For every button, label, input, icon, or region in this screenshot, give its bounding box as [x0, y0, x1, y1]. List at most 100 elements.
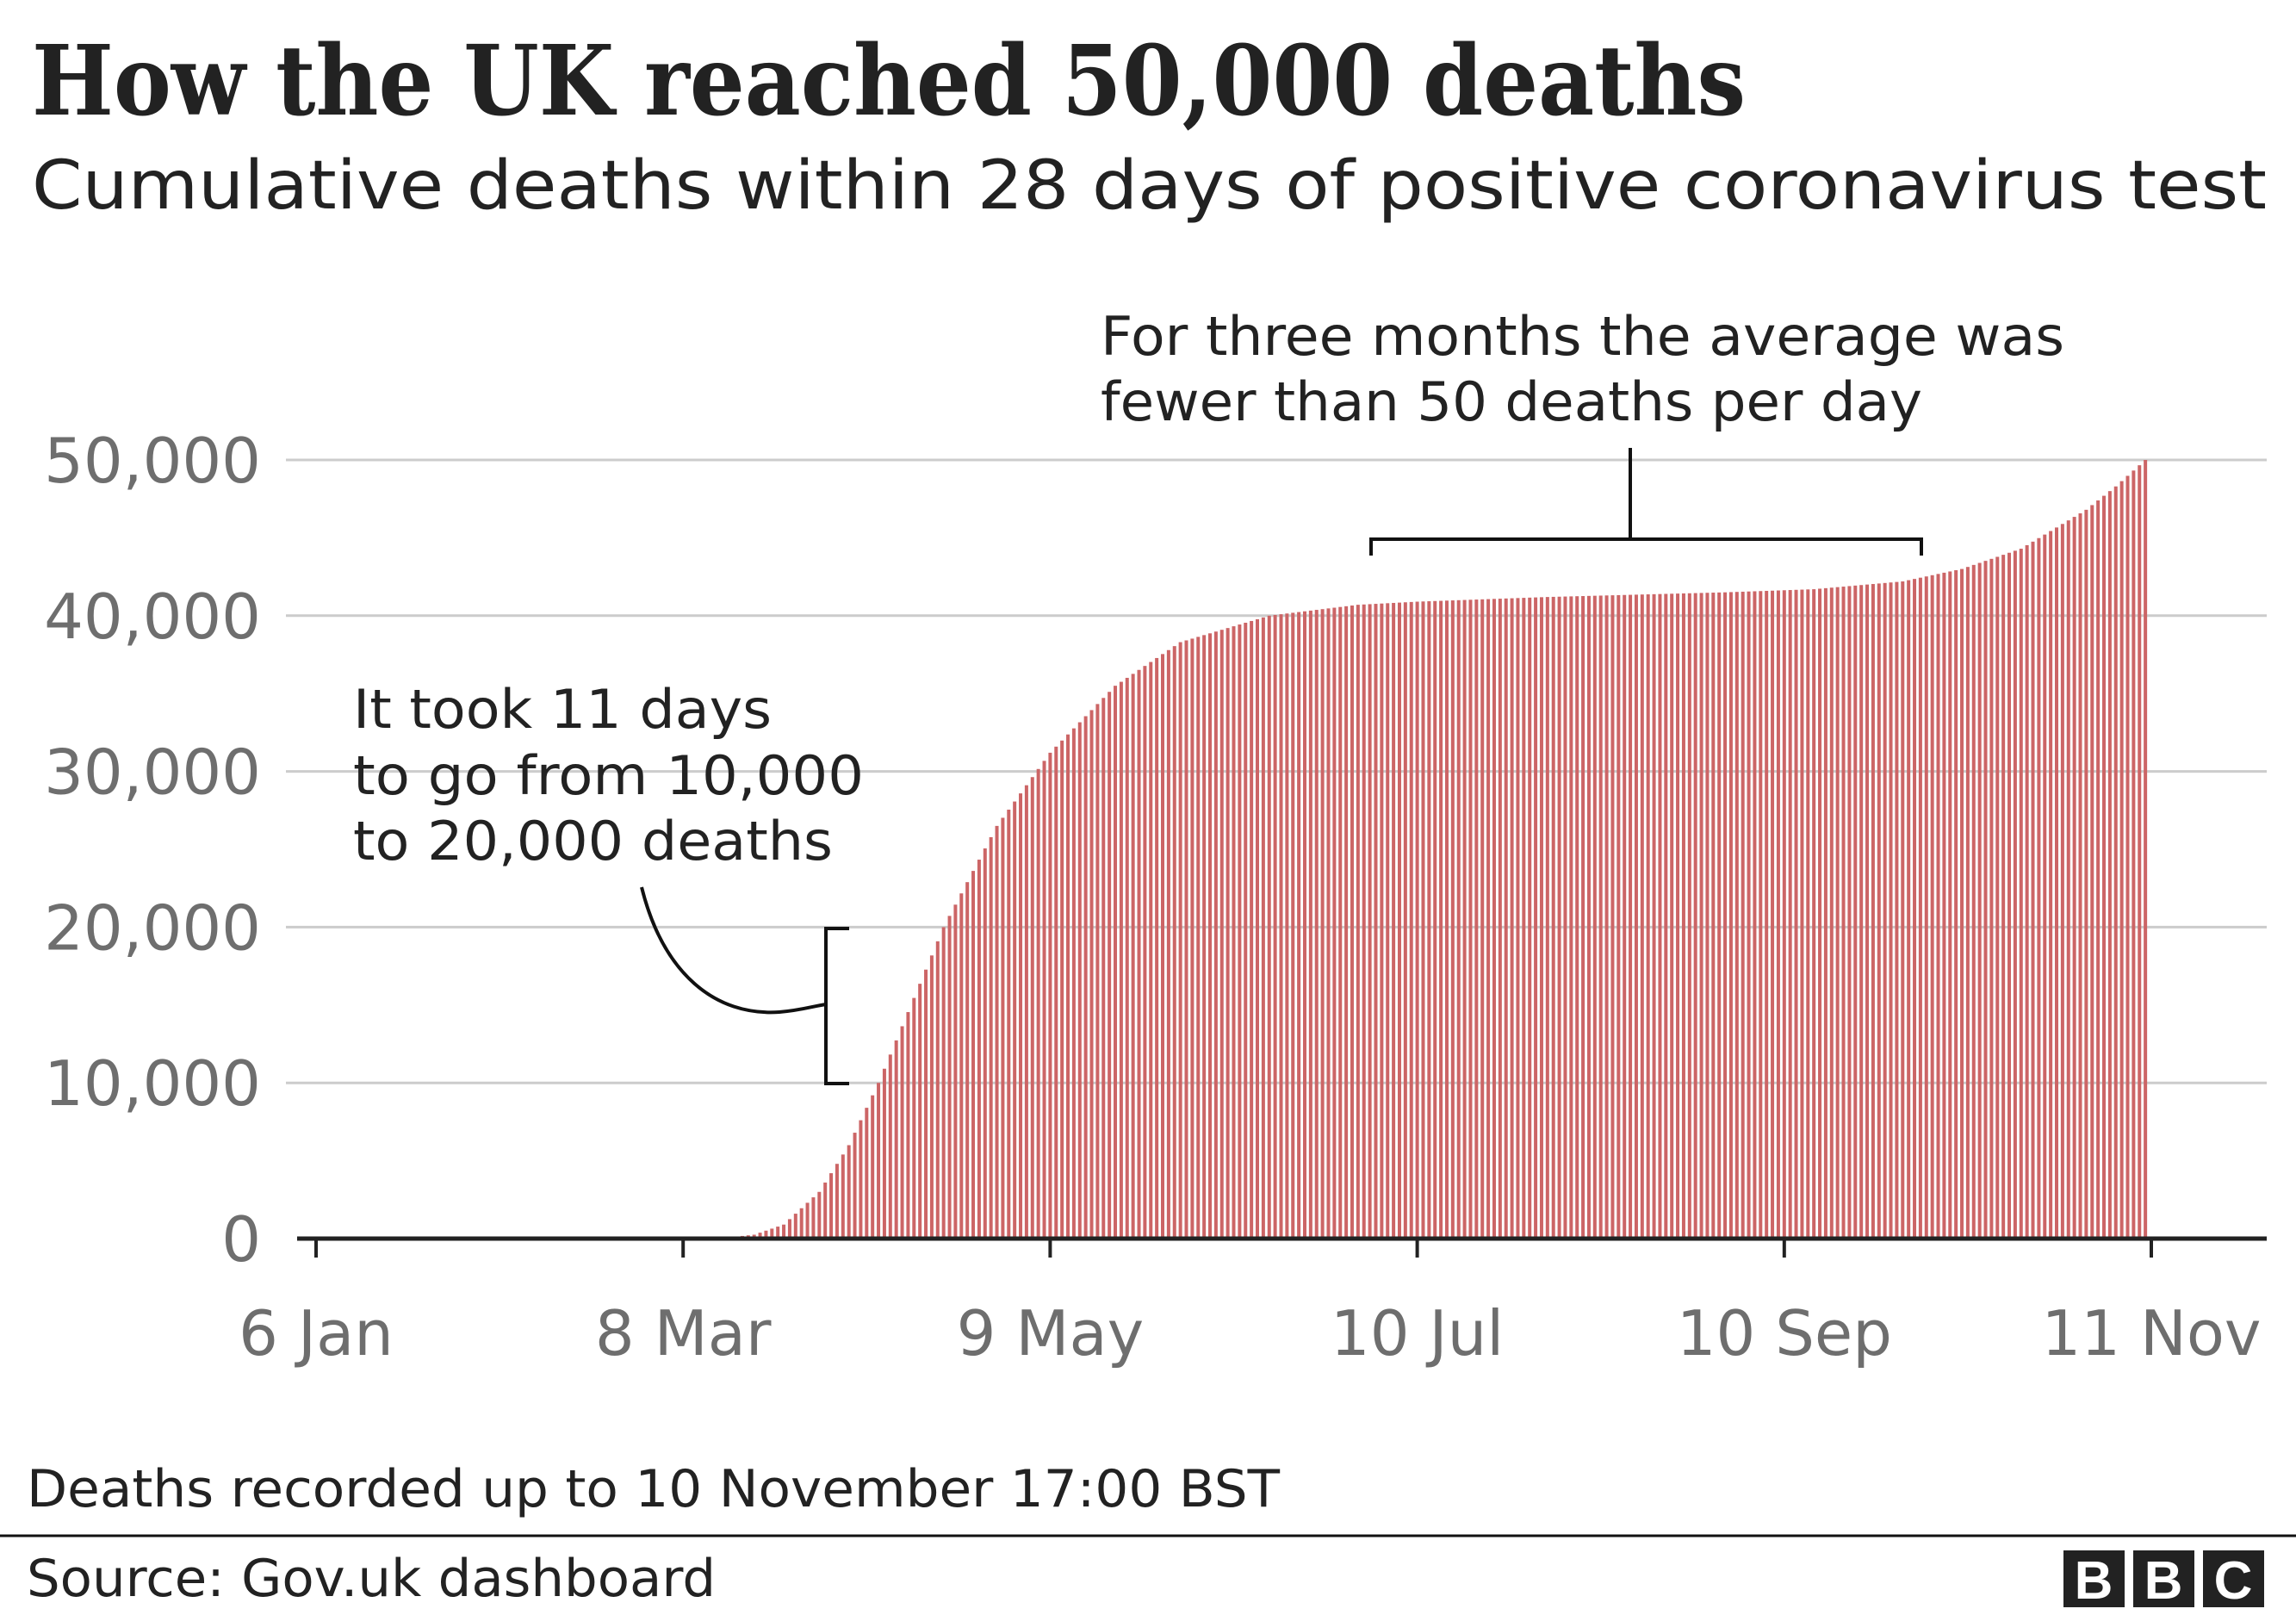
footnote: Deaths recorded up to 10 November 17:00 … — [27, 1459, 1280, 1519]
bar — [1048, 752, 1052, 1239]
bar — [1693, 593, 1697, 1239]
bar — [865, 1108, 869, 1239]
bar — [1155, 657, 1159, 1239]
bar — [1983, 561, 1988, 1239]
bar — [1297, 612, 1301, 1239]
bar — [1723, 592, 1728, 1239]
bar — [2144, 460, 2148, 1239]
bar — [817, 1191, 822, 1239]
bar — [1794, 589, 1798, 1239]
bar — [1977, 562, 1982, 1239]
bar — [1439, 600, 1443, 1239]
bar — [2119, 481, 2124, 1239]
bar — [847, 1145, 851, 1239]
bar — [1676, 593, 1680, 1239]
bar — [1563, 596, 1567, 1239]
bar — [1918, 577, 1922, 1239]
bar — [811, 1197, 816, 1239]
bar — [1806, 589, 1810, 1239]
bar — [1829, 587, 1834, 1239]
bar — [1125, 677, 1129, 1239]
bar — [1753, 591, 1757, 1239]
bar — [1332, 607, 1337, 1239]
bar — [1664, 593, 1668, 1239]
bar — [1889, 582, 1893, 1239]
bar — [829, 1173, 834, 1239]
bar — [1604, 595, 1609, 1239]
bracket-eleven-days — [824, 927, 849, 1085]
bar — [2113, 486, 2118, 1239]
bar — [1687, 593, 1691, 1239]
bar — [1818, 588, 1822, 1239]
bar — [2072, 517, 2076, 1239]
bar — [2055, 527, 2059, 1239]
bar — [1634, 594, 1638, 1239]
bar — [2078, 512, 2082, 1239]
bar — [1646, 594, 1650, 1239]
bar — [1747, 591, 1751, 1239]
bar — [1244, 622, 1248, 1239]
bar — [1232, 626, 1236, 1239]
bar — [2037, 537, 2041, 1239]
bar — [1392, 602, 1396, 1239]
bar — [1788, 590, 1792, 1239]
bar — [770, 1228, 774, 1239]
bar — [1273, 614, 1277, 1239]
bar — [1320, 609, 1325, 1239]
bar — [787, 1219, 791, 1239]
bar — [1617, 594, 1621, 1239]
bar — [1658, 593, 1662, 1239]
bar — [882, 1068, 886, 1239]
annotation-line: to go from 10,000 — [353, 744, 864, 807]
bar — [1083, 716, 1088, 1239]
bar — [1623, 594, 1627, 1239]
bar — [947, 916, 952, 1239]
bar — [1670, 593, 1674, 1239]
bar — [1504, 598, 1508, 1239]
bar — [977, 860, 981, 1239]
bar — [959, 893, 964, 1239]
bar — [835, 1164, 839, 1239]
bar — [1421, 601, 1425, 1239]
bar — [1291, 612, 1295, 1239]
bar — [1812, 589, 1816, 1239]
bar — [1948, 571, 1952, 1239]
bar — [1468, 599, 1473, 1239]
bar — [1415, 601, 1419, 1239]
y-tick-label: 10,000 — [44, 1047, 261, 1120]
bar — [1539, 597, 1543, 1239]
bar — [1853, 585, 1858, 1239]
bar — [2025, 544, 2029, 1239]
bar — [1279, 614, 1283, 1239]
source-note: Source: Gov.uk dashboard — [27, 1549, 716, 1609]
bar — [1528, 597, 1532, 1239]
bar — [871, 1095, 875, 1239]
bar — [2107, 491, 2112, 1239]
bar — [900, 1026, 904, 1239]
bar — [1108, 692, 1112, 1239]
bar — [799, 1208, 804, 1239]
bar — [1717, 592, 1722, 1239]
bar — [1847, 586, 1852, 1239]
x-tick-label: 10 Sep — [1677, 1297, 1892, 1370]
bar — [1971, 564, 1976, 1239]
bar — [2049, 531, 2053, 1239]
bar — [1013, 801, 1017, 1239]
bar — [1699, 593, 1703, 1239]
bar — [2007, 552, 2012, 1239]
bar — [989, 836, 993, 1239]
bar — [1652, 593, 1656, 1239]
bar — [764, 1230, 768, 1239]
bar — [1924, 576, 1928, 1239]
bar — [1498, 599, 1502, 1239]
bar — [1516, 598, 1520, 1239]
x-tick-label: 8 Mar — [595, 1297, 772, 1370]
bar — [1995, 556, 2000, 1239]
bar — [1895, 581, 1899, 1239]
bar — [1131, 674, 1135, 1239]
bar — [1705, 593, 1710, 1239]
bar — [1427, 601, 1431, 1239]
bar — [1510, 598, 1514, 1239]
bar — [1054, 746, 1058, 1239]
bar — [1166, 649, 1170, 1239]
